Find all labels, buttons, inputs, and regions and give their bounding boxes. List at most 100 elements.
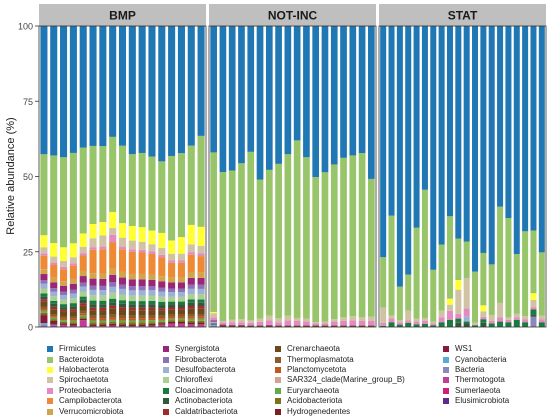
bar-segment xyxy=(79,282,87,287)
bar-segment xyxy=(168,320,176,322)
bar-segment xyxy=(293,325,301,327)
bar-segment xyxy=(177,262,185,278)
bar-segment xyxy=(168,288,176,293)
bar-segment xyxy=(210,311,217,314)
bar-segment xyxy=(396,286,403,321)
bar-segment xyxy=(197,318,205,321)
bar-segment xyxy=(463,308,470,317)
bar-segment xyxy=(60,260,68,267)
bar-segment xyxy=(480,305,487,312)
bar-segment xyxy=(505,218,512,318)
bar-segment xyxy=(197,308,205,315)
legend-label: Thermotogota xyxy=(455,375,505,385)
bar-segment xyxy=(128,304,136,308)
panel-2: STAT xyxy=(378,4,547,328)
bar-segment xyxy=(138,227,146,242)
bar-segment xyxy=(210,325,217,327)
legend-label: Thermoplasmatota xyxy=(287,354,354,364)
bar-segment xyxy=(405,26,412,275)
bar-segment xyxy=(197,314,205,317)
bar-segment xyxy=(247,325,255,327)
bar-segment xyxy=(69,309,77,312)
bar-segment xyxy=(488,26,495,265)
bar-segment xyxy=(158,308,166,311)
bar-segment xyxy=(405,322,412,327)
bar-segment xyxy=(530,299,537,308)
legend-label: Fibrobacterota xyxy=(175,354,227,364)
panel-border xyxy=(378,25,547,328)
bar-segment xyxy=(40,269,48,275)
bar-segment xyxy=(349,316,357,321)
bar-segment xyxy=(118,237,127,247)
bar-segment xyxy=(238,324,245,326)
bar-segment xyxy=(210,317,217,321)
bar-segment xyxy=(312,323,320,326)
legend-item: Cloacimonadota xyxy=(163,386,238,396)
bar-segment xyxy=(219,26,227,172)
bar-segment xyxy=(430,321,437,324)
bar-segment xyxy=(275,322,282,326)
stacked-bar-chart: Relative abundance (%) 0 25 50 75 100 BMP NOT… xyxy=(5,4,547,333)
bar-segment xyxy=(109,268,117,275)
bar-segment xyxy=(488,323,495,327)
bar-segment xyxy=(148,274,156,280)
bar-segment xyxy=(69,320,77,323)
bar-segment xyxy=(187,272,195,278)
legend-item: Thermoplasmatota xyxy=(275,354,405,364)
bar-segment xyxy=(40,306,48,309)
bar-segment xyxy=(446,304,453,311)
legend-column: WS1 Cyanobacteria Bacteria Thermotogota Sume… xyxy=(443,344,509,406)
bar-segment xyxy=(50,320,58,323)
bar-segment xyxy=(40,323,48,325)
bar-segment xyxy=(109,314,117,318)
bar-segment xyxy=(148,325,156,327)
bar-segment xyxy=(118,324,127,327)
bar-segment xyxy=(89,304,97,308)
bar-segment xyxy=(256,179,264,319)
legend-swatch xyxy=(47,346,53,353)
bar-segment xyxy=(148,304,156,308)
bar-segment xyxy=(79,296,87,300)
bar-segment xyxy=(247,322,255,326)
legend-label: Cyanobacteria xyxy=(455,354,507,364)
bar-segment xyxy=(168,301,176,305)
bar-segment xyxy=(455,238,462,281)
bar-segment xyxy=(50,26,58,156)
bar-segment xyxy=(187,294,195,300)
bar-segment xyxy=(89,315,97,319)
bar-segment xyxy=(128,273,136,280)
bar-segment xyxy=(158,287,166,292)
legend-swatch xyxy=(163,387,169,394)
bar-segment xyxy=(89,145,97,224)
bar-segment xyxy=(89,322,97,325)
legend-item: Acidobacteriota xyxy=(275,396,405,406)
y-tick-label: 25 xyxy=(23,247,33,257)
bar-segment xyxy=(89,249,97,274)
legend-item: Actinobacteriota xyxy=(163,396,238,406)
bar-segment xyxy=(455,322,462,327)
bar-segment xyxy=(60,26,68,158)
bar-segment xyxy=(330,325,338,326)
bar-segment xyxy=(109,292,117,299)
bar-segment xyxy=(388,322,395,327)
bar-segment xyxy=(330,325,338,327)
bar-segment xyxy=(177,321,185,324)
bar-segment xyxy=(438,317,445,323)
bar-segment xyxy=(284,315,292,321)
bar-segment xyxy=(396,322,403,325)
bar-segment xyxy=(380,257,387,308)
legend-item: Thermotogota xyxy=(443,375,509,385)
bar-segment xyxy=(109,228,117,235)
bar-segment xyxy=(210,321,217,324)
bar-segment xyxy=(530,314,537,317)
bar-segment xyxy=(413,321,420,325)
bar-segment xyxy=(109,308,117,315)
bar-segment xyxy=(197,288,205,295)
bar-segment xyxy=(128,307,136,311)
bar-segment xyxy=(158,318,166,320)
bar-segment xyxy=(480,319,487,323)
bar-segment xyxy=(187,145,195,225)
panel-1: NOT-INC xyxy=(208,4,377,328)
legend-label: Cloacimonadota xyxy=(175,385,233,395)
bar-segment xyxy=(99,307,107,311)
